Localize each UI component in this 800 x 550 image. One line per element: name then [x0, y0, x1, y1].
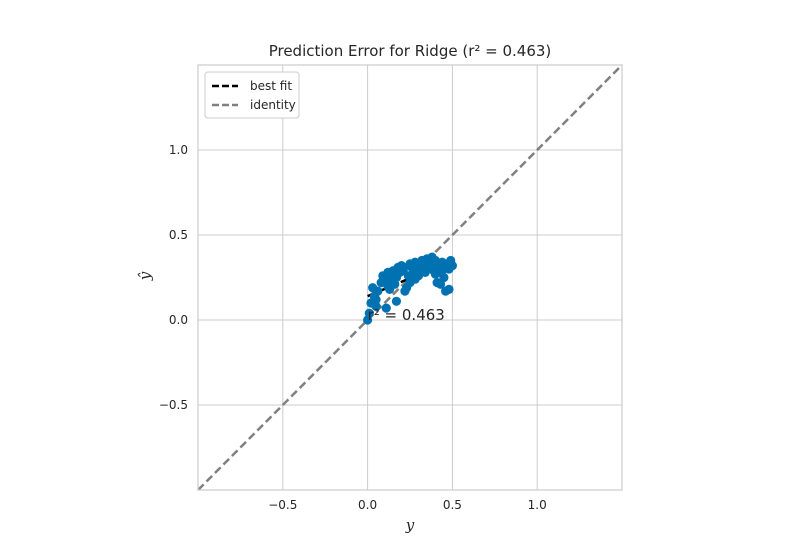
x-axis-label: y	[405, 516, 415, 534]
data-point	[393, 264, 403, 274]
grid	[198, 65, 622, 490]
data-point	[435, 279, 446, 289]
data-point	[383, 267, 393, 277]
y-tick-label: 1.0	[169, 143, 188, 157]
data-point	[371, 301, 381, 311]
y-axis-label: ŷ	[136, 271, 154, 281]
data-point	[385, 284, 395, 294]
plot-border	[197, 64, 623, 491]
data-point	[378, 276, 388, 286]
r2-annotation: r² = 0.463	[368, 306, 445, 324]
data-point	[391, 272, 402, 283]
y-tick-label: 0.5	[169, 228, 188, 242]
legend-box	[204, 71, 300, 119]
y-tick-label: −0.5	[159, 398, 188, 412]
data-point	[444, 264, 454, 274]
x-tick-label: 0.5	[443, 498, 462, 512]
data-point	[430, 269, 441, 279]
data-point	[371, 295, 381, 305]
data-point	[373, 286, 383, 296]
legend-best-fit-label: best fit	[250, 79, 292, 93]
data-point	[364, 308, 374, 318]
plot-frame	[197, 64, 623, 491]
data-point	[410, 274, 420, 284]
data-point	[422, 261, 432, 271]
data-point	[391, 296, 402, 306]
legend: best fit identity	[204, 71, 300, 119]
x-tick-label: −0.5	[268, 498, 297, 512]
y-tick-label: 0.0	[169, 313, 188, 327]
legend-identity-label: identity	[250, 98, 296, 112]
scatter-points	[363, 252, 457, 325]
x-tick-labels: −0.5 0.0 0.5 1.0	[268, 498, 547, 512]
x-tick-label: 0.0	[358, 498, 377, 512]
data-point	[427, 252, 437, 262]
data-point	[381, 303, 391, 313]
y-tick-labels: −0.5 0.0 0.5 1.0	[159, 143, 188, 412]
chart-title: Prediction Error for Ridge (r² = 0.463)	[269, 42, 552, 60]
data-point	[439, 272, 449, 283]
x-tick-label: 1.0	[528, 498, 547, 512]
data-point	[444, 284, 454, 294]
